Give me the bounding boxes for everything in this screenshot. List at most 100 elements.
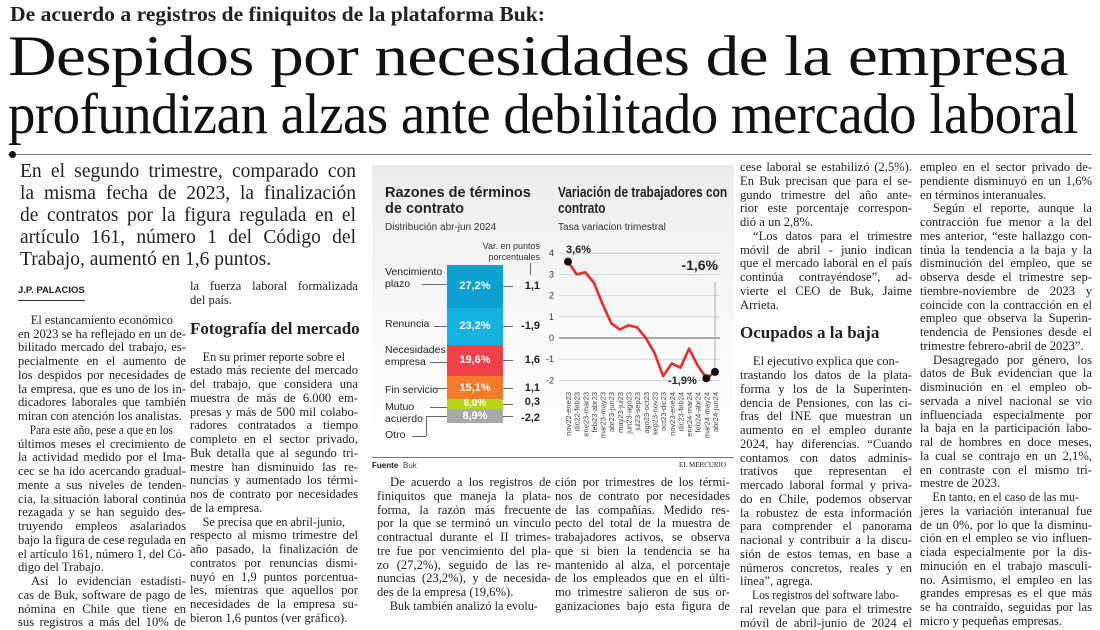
text-line: muestra de más de 6.000 em-	[190, 392, 358, 406]
x-tick-label: nov22-ene23	[564, 392, 573, 436]
text-line: contracción fue menor a la del	[920, 216, 1092, 230]
article-column-6: empleo en el sector privado de-pendiente…	[920, 161, 1092, 629]
x-tick-label: ago23-oct23	[642, 392, 651, 434]
text-line: dencia de Pensiones, con las ci-	[740, 397, 912, 411]
text-line: el artículo 161, número 1, del Có-	[18, 548, 183, 562]
text-line: tinúa la tendencia a la baja y la	[920, 244, 1092, 258]
text-line: bieron 1,6 puntos (ver gráfico).	[190, 612, 358, 626]
paragraph: Los registros del software labo-ral reve…	[740, 589, 912, 630]
text-line: continúa contrayéndose”, ad-	[740, 271, 912, 285]
text-line: cec se ha ido acercando gradual-	[18, 465, 186, 479]
section-heading: Ocupados a la baja	[740, 323, 912, 343]
text-line: completo en el sector privado,	[190, 433, 358, 447]
text-line: truyendo empleos asalariados	[18, 520, 186, 534]
text-line: Buk también analizó la evolu-	[377, 600, 547, 614]
text-line: Los registros del software labo-	[740, 589, 899, 603]
y-tick-label: 3	[549, 269, 554, 279]
text-line: digo del Trabajo.	[18, 561, 186, 575]
data-point-marker	[702, 374, 710, 382]
text-line: necesidades de la empresa su-	[190, 598, 358, 612]
text-line: de las compañías. Medido res-	[555, 504, 730, 518]
x-tick-label: feb23-abr23	[590, 392, 599, 432]
text-line: del país.	[190, 294, 358, 308]
text-line: por la que se terminó un vínculo	[377, 517, 551, 531]
x-tick-label: dic22-feb23	[573, 392, 582, 431]
text-line: nacional y contribuir a la discu-	[740, 534, 912, 548]
x-tick-label: mar24-may24	[702, 392, 711, 438]
text-line: Según el reporte, aunque la	[920, 202, 1092, 216]
text-line: mantenido al alza, el porcentaje	[555, 559, 730, 573]
source-value: Buk	[403, 461, 417, 470]
text-line: se ha contraído, seguidas por las	[920, 601, 1092, 615]
text-line: sión de estos temas, en base a	[740, 548, 912, 562]
text-line: que el mercado laboral en el país	[740, 257, 912, 271]
text-line: mo trimestre salieron de sus or-	[555, 586, 730, 600]
text-line: últimos meses el crecimiento de	[18, 438, 186, 452]
lead-line: artículo 161, número 1 del Código del	[20, 227, 356, 249]
data-line	[568, 262, 715, 379]
y-tick-label: -2	[546, 375, 554, 385]
text-line: Así lo evidencian estadísti-	[18, 575, 186, 589]
text-line: contratos por renuncias dismi-	[190, 557, 358, 571]
y-tick-label: 0	[549, 333, 554, 343]
text-line: cese laboral se estabilizó (2,5%).	[740, 161, 912, 175]
text-line: en 2023 se ha reflejado en un de-	[18, 328, 186, 342]
text-line: Desagregado por género, los	[920, 354, 1092, 368]
lead-line: la misma fecha de 2023, la finalización	[20, 183, 356, 205]
x-tick-label: sep23-nov23	[650, 392, 659, 435]
text-line: la cual se contrajo en un 2,1%,	[920, 450, 1092, 464]
text-line: trastando los datos de la plata-	[740, 369, 912, 383]
text-line: Buk detalla que al segundo tri-	[190, 447, 358, 461]
text-line: móvil de abril-junio de 2024 el	[740, 617, 912, 630]
paragraph: Se precisa que en abril-junio,respecto a…	[190, 516, 358, 626]
text-line: do en Chile, podemos observar	[740, 493, 912, 507]
text-line: ral de hombres en doce meses,	[920, 436, 1092, 450]
infographic: Razones de términos de contrato Distribu…	[372, 165, 734, 470]
text-line: ral revelan que para el trimestre	[740, 603, 912, 617]
text-line: forma, la razón más frecuente	[377, 504, 551, 518]
text-line: cia, la situación laboral continúa	[18, 493, 186, 507]
text-line: la actividad medido por el Ima-	[18, 451, 186, 465]
text-line: “Los datos para el trimestre	[740, 230, 912, 244]
x-tick-label: feb24-abr24	[694, 392, 703, 432]
text-line: Para este año, pese a que en los	[18, 424, 170, 438]
x-tick-label: dic23-feb24	[676, 392, 685, 431]
text-line: los despidos por necesidades de	[18, 369, 186, 383]
y-tick-label: -1	[546, 354, 554, 364]
text-line: tre fue por vencimiento del pla-	[377, 545, 551, 559]
text-line: ción por trimestres de los térmi-	[555, 476, 730, 490]
text-line: En tanto, en el caso de las mu-	[920, 491, 1084, 505]
text-line: zo (27,2%), seguido de las re-	[377, 559, 551, 573]
text-line: estado más reciente del mercado	[190, 364, 358, 378]
text-line: ciada especialmente por la dis-	[920, 546, 1092, 560]
text-line: forma y los de la Superinten-	[740, 383, 912, 397]
text-line: en términos interanuales.	[920, 189, 1092, 203]
text-line: En su primer reporte sobre el	[190, 351, 353, 365]
text-line: mestre han disminuido las re-	[190, 461, 358, 475]
text-line: mestre de 2023.	[920, 477, 1092, 491]
text-line: Arrieta.	[740, 299, 912, 313]
text-line: nos de contrato por necesidades	[555, 490, 730, 504]
text-line: dicadores laborales que también	[18, 396, 186, 410]
text-line: les, mientras que aquellos por	[190, 584, 358, 598]
text-line: servada a nivel nacional se vio	[920, 395, 1092, 409]
text-line: observa desde el trimestre sep-	[920, 271, 1092, 285]
text-line: sus registros a más del 10% de	[18, 616, 186, 630]
text-line: grandes empresas es el que más	[920, 587, 1092, 601]
text-line: tiembre-noviembre de 2023 y	[920, 285, 1092, 299]
text-line: aumento en el empleo durante	[740, 424, 912, 438]
text-line: mercado laboral formal y priva-	[740, 479, 912, 493]
text-line: des de la empresa (19,6%).	[377, 586, 551, 600]
text-line: rezagada y se han seguido des-	[18, 506, 186, 520]
annotation-min: -1,9%	[668, 375, 697, 387]
text-line: minución en el trabajo masculi-	[920, 560, 1092, 574]
byline: J.P. PALACIOS	[18, 284, 85, 301]
text-line: bajo la figura de cese regulada en	[18, 534, 185, 548]
text-line: mes anterior, “este hallazgo con-	[920, 230, 1092, 244]
text-line: mente a sus niveles de tenden-	[18, 479, 186, 493]
